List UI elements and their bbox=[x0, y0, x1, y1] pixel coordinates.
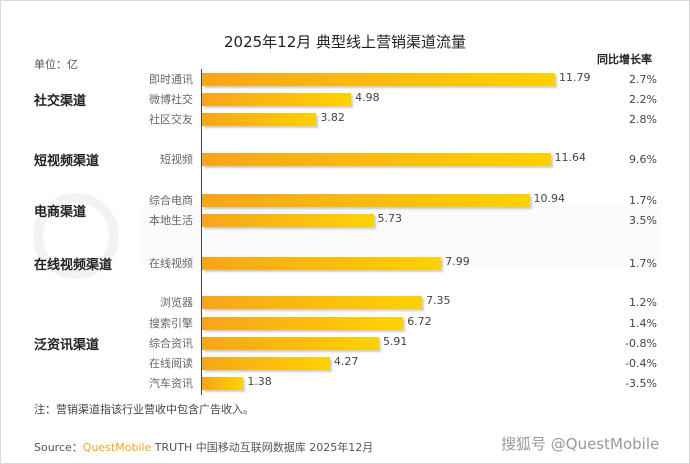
category-label: 即时通讯 bbox=[149, 73, 193, 86]
source-rest: TRUTH 中国移动互联网数据库 2025年12月 bbox=[151, 441, 374, 454]
bar bbox=[202, 257, 442, 270]
yoy-value: 2.7% bbox=[629, 73, 657, 86]
data-label: 7.99 bbox=[445, 255, 470, 268]
bar bbox=[202, 357, 330, 370]
data-label: 6.72 bbox=[407, 315, 432, 328]
data-label: 10.94 bbox=[533, 192, 566, 205]
source-line: Source：QuestMobile TRUTH 中国移动互联网数据库 2025… bbox=[34, 439, 373, 455]
yoy-value: 1.7% bbox=[629, 194, 657, 207]
bar bbox=[202, 337, 379, 350]
yoy-value: -3.5% bbox=[625, 377, 657, 390]
data-label: 5.73 bbox=[377, 212, 403, 225]
category-label: 在线阅读 bbox=[149, 357, 193, 370]
yoy-value: -0.8% bbox=[625, 337, 657, 350]
data-label: 7.35 bbox=[426, 294, 451, 307]
group-label: 泛资讯渠道 bbox=[34, 337, 100, 353]
bar bbox=[202, 153, 551, 166]
group-label: 电商渠道 bbox=[34, 205, 87, 220]
yoy-value: 1.4% bbox=[629, 317, 657, 330]
data-label: 4.27 bbox=[333, 355, 359, 368]
credit-watermark: 搜狐号 @QuestMobile bbox=[501, 435, 660, 453]
source-brand: QuestMobile bbox=[82, 441, 152, 454]
yoy-value: 1.2% bbox=[629, 296, 657, 309]
category-label: 本地生活 bbox=[149, 214, 193, 227]
group-label: 短视频渠道 bbox=[34, 154, 100, 169]
category-label: 综合资讯 bbox=[149, 337, 193, 350]
category-label: 社区交友 bbox=[149, 113, 193, 126]
yoy-header: 同比增长率 bbox=[597, 53, 652, 66]
bar bbox=[202, 296, 423, 309]
category-label: 汽车资讯 bbox=[149, 377, 193, 390]
yoy-value: 9.6% bbox=[629, 153, 657, 166]
chart-title: 2025年12月 典型线上营销渠道流量 bbox=[223, 33, 467, 51]
yoy-value: 2.2% bbox=[629, 93, 657, 106]
bar bbox=[202, 194, 530, 207]
category-label: 微博社交 bbox=[149, 93, 193, 106]
data-label: 3.82 bbox=[320, 111, 345, 124]
source-prefix: Source： bbox=[34, 441, 83, 454]
footnote: 注：营销渠道指该行业营收中包含广告收入。 bbox=[34, 403, 254, 416]
bar bbox=[202, 73, 555, 86]
category-label: 浏览器 bbox=[160, 296, 193, 309]
yoy-value: 2.8% bbox=[629, 113, 657, 126]
yoy-value: 1.7% bbox=[629, 257, 657, 270]
category-label: 在线视频 bbox=[149, 257, 193, 270]
group-label: 在线视频渠道 bbox=[34, 258, 113, 273]
data-label: 4.98 bbox=[355, 91, 380, 104]
bar bbox=[202, 317, 404, 330]
bar bbox=[202, 214, 374, 227]
category-label: 搜索引擎 bbox=[149, 317, 193, 330]
data-label: 5.91 bbox=[382, 335, 408, 348]
bar bbox=[202, 93, 352, 106]
yoy-value: 3.5% bbox=[629, 214, 657, 227]
data-label: 1.38 bbox=[247, 375, 272, 388]
category-label: 综合电商 bbox=[149, 194, 193, 207]
bar bbox=[202, 113, 317, 126]
group-label: 社交渠道 bbox=[34, 94, 87, 109]
y-axis-line bbox=[201, 69, 202, 395]
bar bbox=[202, 377, 244, 390]
data-label: 11.79 bbox=[559, 71, 591, 84]
unit-label: 单位：亿 bbox=[34, 58, 78, 71]
category-label: 短视频 bbox=[160, 153, 193, 166]
data-label: 11.64 bbox=[554, 151, 587, 164]
yoy-value: -0.4% bbox=[625, 357, 657, 370]
